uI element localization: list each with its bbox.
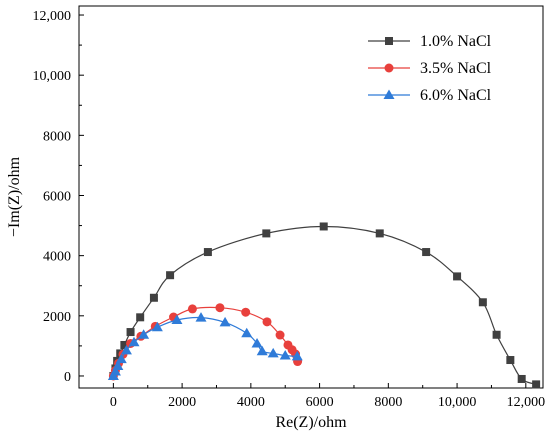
data-point: [251, 337, 263, 348]
data-point: [256, 345, 268, 356]
x-tick-label: 6000: [306, 395, 334, 410]
data-point: [241, 327, 253, 338]
data-point: [149, 293, 158, 302]
data-point: [115, 353, 127, 364]
data-point: [262, 229, 271, 238]
data-point: [453, 272, 462, 281]
data-point: [506, 356, 515, 365]
legend-marker: [385, 37, 393, 45]
x-tick-label: 0: [110, 395, 117, 410]
legend-marker: [384, 63, 394, 73]
data-point: [262, 317, 272, 327]
data-point: [492, 330, 501, 339]
series-layer: [107, 222, 541, 389]
data-point: [291, 350, 303, 361]
data-point: [171, 314, 183, 325]
data-point: [215, 303, 225, 313]
y-tick-label: 8000: [43, 129, 71, 144]
data-point: [279, 350, 291, 360]
data-point: [120, 340, 129, 349]
y-axis-title: −Im(Z)/ohm: [6, 156, 23, 237]
data-point: [532, 380, 541, 389]
legend-label: 6.0% NaCl: [420, 87, 492, 104]
series-1-0-nacl: [109, 222, 541, 389]
x-tick-label: 8000: [374, 395, 402, 410]
data-point: [219, 316, 231, 327]
data-point: [151, 321, 163, 332]
y-tick-label: 4000: [43, 250, 71, 265]
legend-label: 1.0% NaCl: [420, 33, 492, 50]
data-point: [166, 271, 175, 280]
y-tick-label: 12,000: [33, 9, 72, 24]
legend: 1.0% NaCl 3.5% NaCl 6.0% NaCl: [368, 33, 492, 104]
legend-marker: [383, 89, 395, 99]
data-point: [478, 298, 487, 307]
legend-label: 3.5% NaCl: [420, 60, 492, 77]
series-line: [112, 225, 537, 385]
data-point: [203, 248, 212, 257]
data-point: [422, 248, 431, 257]
y-axis: 0 2000 4000 6000 8000 10,000 12,000: [33, 9, 84, 385]
data-point: [267, 347, 279, 358]
y-tick-label: 6000: [43, 189, 71, 204]
x-tick-label: 4000: [237, 395, 265, 410]
data-point: [375, 229, 384, 238]
series-line: [112, 316, 298, 377]
y-tick-label: 0: [64, 370, 71, 385]
x-axis: 0 2000 4000 6000 8000 10,000 12,000: [110, 383, 545, 410]
x-tick-label: 12,000: [507, 395, 546, 410]
data-point: [136, 313, 145, 322]
data-point: [319, 222, 328, 231]
x-axis-title: Re(Z)/ohm: [275, 414, 347, 431]
x-tick-label: 2000: [168, 395, 196, 410]
y-tick-label: 2000: [43, 310, 71, 325]
data-point: [187, 304, 197, 314]
plot-frame: [78, 5, 544, 389]
data-point: [126, 328, 135, 337]
data-point: [112, 360, 124, 371]
data-point: [120, 344, 132, 355]
data-point: [275, 330, 285, 340]
data-point: [138, 329, 150, 339]
data-point: [128, 336, 140, 347]
data-point: [241, 307, 251, 317]
x-tick-label: 10,000: [438, 395, 477, 410]
data-point: [109, 365, 121, 376]
data-point: [517, 374, 526, 383]
y-tick-label: 10,000: [33, 69, 72, 84]
data-point: [195, 312, 207, 322]
series-6-0-nacl: [107, 312, 303, 380]
